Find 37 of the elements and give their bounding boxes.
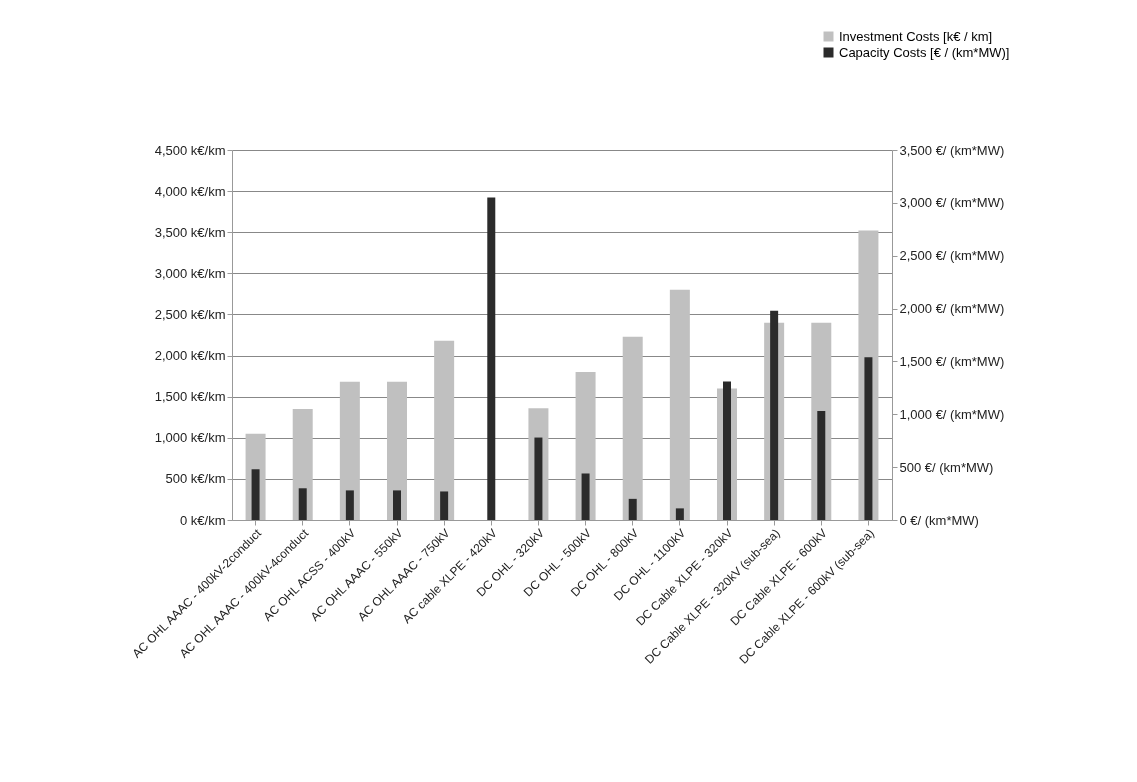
y2-tick-label: 0 €/ (km*MW)	[899, 512, 979, 528]
bar	[387, 381, 407, 520]
y2-tick-label: 3,500 €/ (km*MW)	[899, 142, 1005, 158]
bar	[298, 488, 307, 520]
y-tick-label: 3,500 k€/km	[154, 224, 226, 240]
y-tick-label: 500 k€/km	[165, 471, 226, 487]
bar	[817, 411, 826, 520]
bar	[628, 498, 637, 520]
legend-label: Investment Costs [k€ / km]	[839, 28, 993, 44]
y-tick-label: 1,500 k€/km	[154, 389, 226, 405]
y2-tick-label: 500 €/ (km*MW)	[899, 459, 994, 475]
bar	[251, 469, 260, 520]
y-tick-label: 4,500 k€/km	[154, 142, 226, 158]
legend-label: Capacity Costs [€ / (km*MW)]	[839, 44, 1010, 60]
y-tick-label: 3,000 k€/km	[154, 265, 226, 281]
bar	[345, 490, 354, 520]
y-tick-label: 2,000 k€/km	[154, 348, 226, 364]
bar	[440, 491, 449, 520]
y-tick-label: 0 k€/km	[179, 512, 226, 528]
bar	[581, 473, 590, 520]
y2-tick-label: 1,500 €/ (km*MW)	[899, 353, 1005, 369]
y2-tick-label: 1,000 €/ (km*MW)	[899, 406, 1005, 422]
bar	[339, 381, 360, 520]
bar	[534, 437, 543, 520]
bar	[393, 490, 401, 520]
y-tick-label: 4,000 k€/km	[154, 183, 226, 199]
bar	[864, 357, 873, 520]
bar	[675, 508, 684, 520]
y2-tick-label: 3,000 €/ (km*MW)	[899, 195, 1005, 211]
y2-tick-label: 2,000 €/ (km*MW)	[899, 301, 1005, 317]
y-tick-label: 2,500 k€/km	[154, 306, 226, 322]
bar	[487, 197, 496, 520]
bar	[622, 336, 643, 520]
y2-tick-label: 2,500 €/ (km*MW)	[899, 248, 1005, 264]
bar	[669, 289, 690, 520]
y-tick-label: 1,000 k€/km	[154, 430, 226, 446]
bar	[434, 340, 455, 520]
